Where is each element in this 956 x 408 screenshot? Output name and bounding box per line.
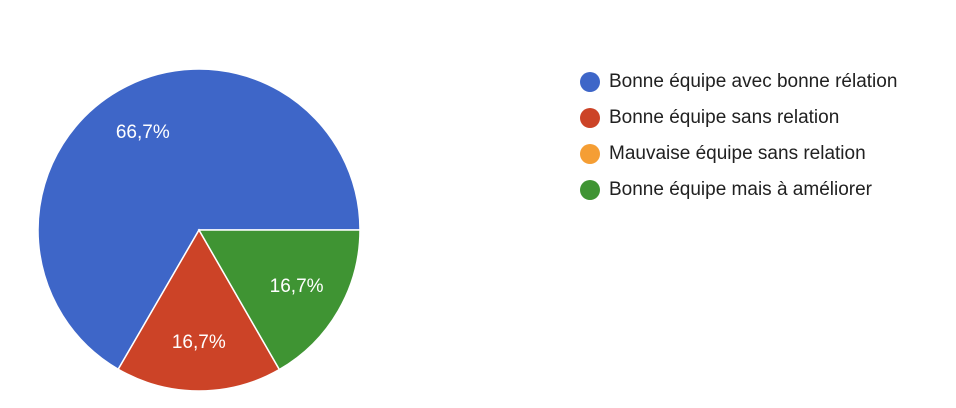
legend-item-3: Bonne équipe mais à améliorer [580,172,897,208]
pie-slice-3 [197,229,361,371]
legend: Bonne équipe avec bonne rélation Bonne éq… [580,64,897,208]
pie-slice-label-1: 16,7% [172,332,226,353]
legend-item-2: Mauvaise équipe sans relation [580,136,897,172]
pie-slice-labels: 66,7% 16,7% 16,7% [116,122,324,353]
pie-slice-0 [37,68,361,371]
pie-slice-1 [117,228,281,392]
pie-slice-label-0: 66,7% [116,122,170,143]
legend-label-0: Bonne équipe avec bonne rélation [609,71,898,92]
pie-slice-label-3: 16,7% [270,276,324,297]
legend-item-0: Bonne équipe avec bonne rélation [580,64,897,100]
legend-swatch-0 [580,72,600,92]
legend-swatch-2 [580,144,600,164]
legend-item-1: Bonne équipe sans relation [580,100,897,136]
legend-swatch-1 [580,108,600,128]
legend-label-3: Bonne équipe mais à améliorer [609,179,872,200]
legend-label-2: Mauvaise équipe sans relation [609,143,866,164]
legend-label-1: Bonne équipe sans relation [609,107,840,128]
pie-slices [37,68,361,392]
legend-swatch-3 [580,180,600,200]
